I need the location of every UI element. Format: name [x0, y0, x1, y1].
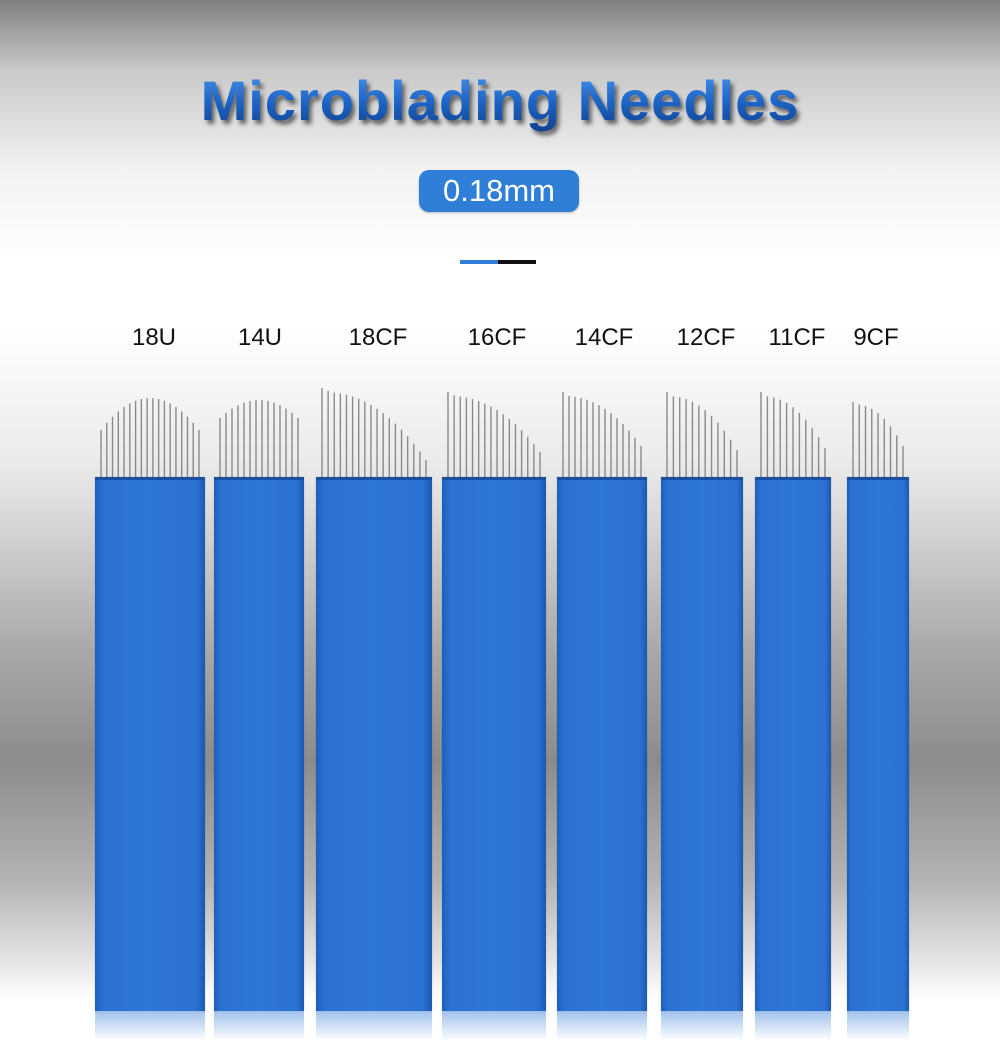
blade-reflection: [442, 1011, 546, 1041]
blade-label-12cf: 12CF: [676, 324, 736, 351]
size-badge: 0.18mm: [419, 170, 579, 212]
blade-label-11cf: 11CF: [768, 324, 826, 351]
blade-12cf: [661, 477, 743, 1011]
blade-label-14cf: 14CF: [574, 324, 634, 351]
blade-reflection: [847, 1011, 909, 1041]
blade-14cf: [557, 477, 647, 1011]
blade-11cf: [755, 477, 831, 1011]
blade-16cf: [442, 477, 546, 1011]
blade-reflection: [214, 1011, 304, 1041]
blade-18u: [95, 477, 205, 1011]
divider-blue: [460, 260, 498, 264]
blade-reflection: [755, 1011, 831, 1041]
divider-black: [498, 260, 536, 264]
blade-reflection: [316, 1011, 432, 1041]
blade-label-18u: 18U: [131, 324, 177, 351]
blade-label-14u: 14U: [237, 324, 283, 351]
blade-label-16cf: 16CF: [467, 324, 527, 351]
blade-label-18cf: 18CF: [348, 324, 408, 351]
blade-14u: [214, 477, 304, 1011]
blade-9cf: [847, 477, 909, 1011]
blade-reflection: [661, 1011, 743, 1041]
blade-label-9cf: 9CF: [853, 324, 899, 351]
blade-reflection: [557, 1011, 647, 1041]
blade-18cf: [316, 477, 432, 1011]
page-title: Microblading Needles: [0, 68, 1000, 133]
blade-reflection: [95, 1011, 205, 1041]
